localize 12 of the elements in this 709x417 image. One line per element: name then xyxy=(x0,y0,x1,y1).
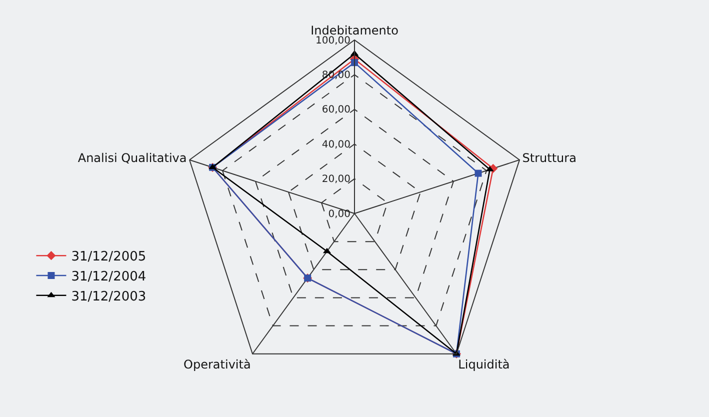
y-tick-label: 20,00 xyxy=(322,174,350,186)
legend-label: 31/12/2003 xyxy=(71,289,146,304)
y-tick-label: 100,00 xyxy=(316,35,350,46)
spoke-label: Analisi Qualitativa xyxy=(78,151,187,166)
legend-label: 31/12/2005 xyxy=(71,250,146,265)
spoke-label: Operatività xyxy=(184,357,251,372)
spoke-label: Liquidità xyxy=(458,357,510,372)
y-tick-label: 60,00 xyxy=(322,104,350,116)
legend-label: 31/12/2004 xyxy=(71,270,146,285)
y-tick-label: 40,00 xyxy=(322,139,350,150)
y-tick-label: 0,00 xyxy=(328,208,350,220)
spoke-label: Struttura xyxy=(522,151,576,166)
